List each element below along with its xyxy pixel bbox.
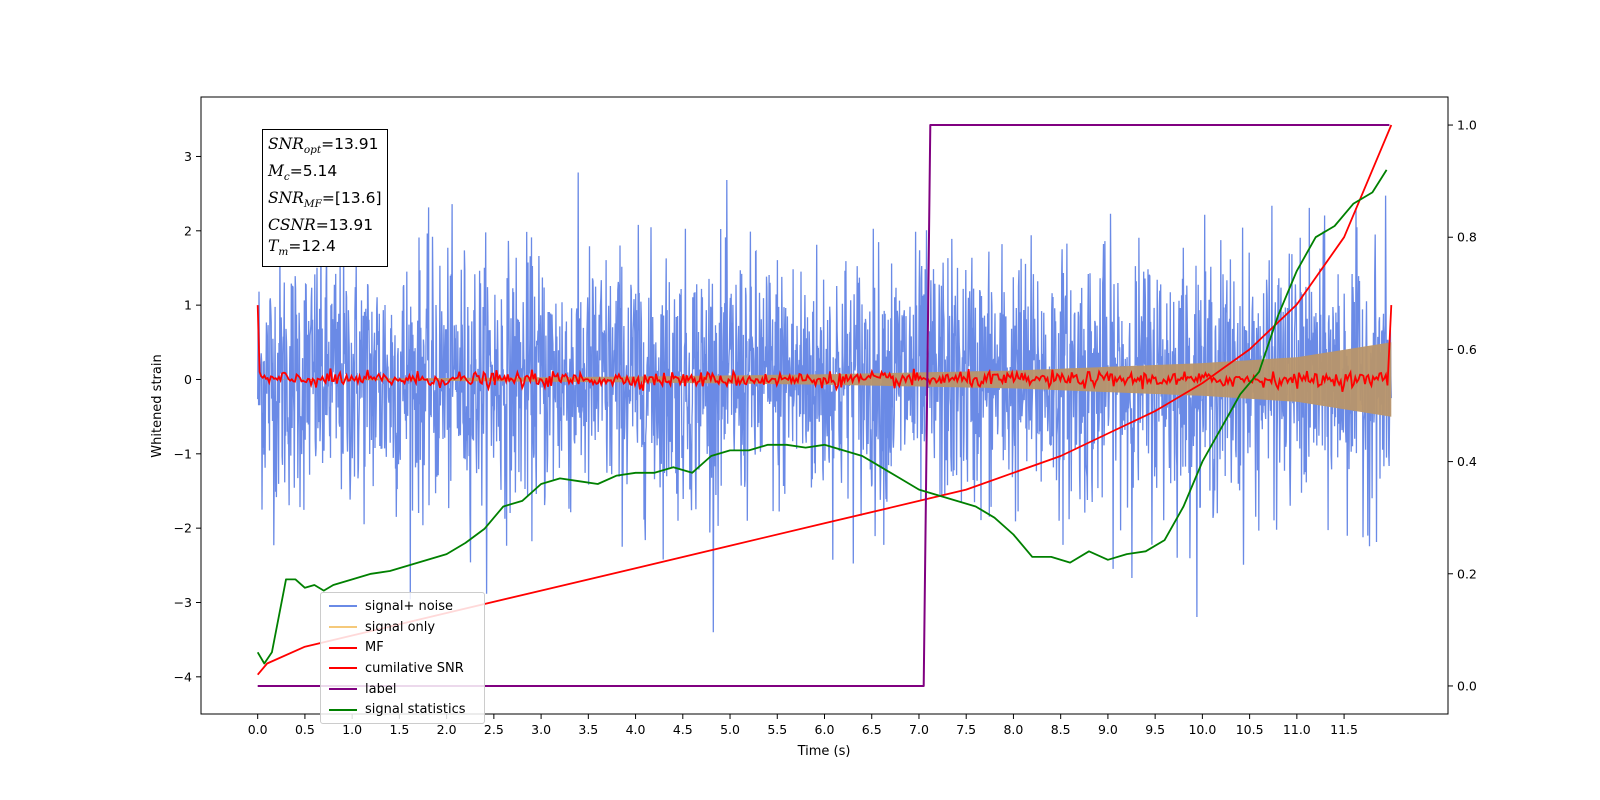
x-tick-label: 9.5 — [1145, 722, 1165, 737]
legend-swatch — [329, 667, 357, 670]
annotation-box: SNRopt=13.91 Mc=5.14 SNRMF=[13.6] CSNR=1… — [262, 129, 388, 268]
y-left-tick-label: 2 — [184, 223, 192, 238]
series-signal-noise — [257, 172, 1392, 633]
x-tick-label: 11.0 — [1283, 722, 1311, 737]
x-tick-label: 3.0 — [531, 722, 551, 737]
x-tick-label: 11.5 — [1330, 722, 1358, 737]
legend-item-signal-only: signal only — [325, 617, 480, 638]
x-tick-label: 10.5 — [1236, 722, 1264, 737]
x-tick-label: 5.0 — [720, 722, 740, 737]
y-right-tick-label: 0.0 — [1457, 678, 1477, 693]
legend-label: signal+ noise — [365, 598, 454, 614]
legend-label: MF — [365, 640, 384, 656]
annotation-csnr: CSNR=13.91 — [268, 216, 374, 235]
x-tick-label: 1.0 — [342, 722, 362, 737]
y-left-tick-label: 0 — [184, 372, 192, 387]
legend-label: signal statistics — [365, 702, 466, 718]
y-right-tick-label: 0.4 — [1457, 454, 1477, 469]
series-signal-statistics — [256, 169, 1388, 665]
legend-item-label: label — [325, 679, 480, 700]
x-tick-label: 6.0 — [815, 722, 835, 737]
legend-item-cumulative-snr: cumilative SNR — [325, 658, 480, 679]
legend-label: label — [365, 681, 397, 697]
y-right-tick-label: 0.2 — [1457, 566, 1477, 581]
series-mf — [256, 305, 1393, 393]
legend-item-mf: MF — [325, 637, 480, 658]
y-left-tick-label: 3 — [184, 149, 192, 164]
x-tick-label: 0.0 — [248, 722, 268, 737]
x-tick-label: 0.5 — [295, 722, 315, 737]
legend-swatch — [329, 605, 357, 608]
legend-swatch — [329, 646, 357, 649]
x-tick-label: 4.0 — [626, 722, 646, 737]
series-signal-only — [257, 342, 1392, 417]
y-left-tick-label: −4 — [174, 669, 192, 684]
y-axis-label: Whitened strain — [150, 354, 165, 457]
annotation-mc: Mc=5.14 — [268, 162, 338, 184]
annotation-snr-mf: SNRMF=[13.6] — [268, 189, 382, 211]
y-left-tick-label: −2 — [174, 521, 192, 536]
x-tick-label: 1.5 — [389, 722, 409, 737]
y-left-tick-label: 1 — [184, 298, 192, 313]
annotation-snr-opt: SNRopt=13.91 — [268, 135, 379, 157]
y-right-tick-label: 0.8 — [1457, 230, 1477, 245]
y-right-tick-label: 0.6 — [1457, 342, 1477, 357]
x-tick-label: 8.0 — [1003, 722, 1023, 737]
x-tick-label: 9.0 — [1098, 722, 1118, 737]
legend-swatch — [329, 708, 357, 711]
x-tick-label: 10.0 — [1188, 722, 1216, 737]
x-tick-label: 7.5 — [956, 722, 976, 737]
x-tick-label: 2.0 — [437, 722, 457, 737]
legend-swatch — [329, 626, 357, 629]
y-left-tick-label: −1 — [174, 446, 192, 461]
y-right-tick-label: 1.0 — [1457, 118, 1477, 133]
series-label — [257, 124, 1390, 687]
x-tick-label: 7.0 — [909, 722, 929, 737]
legend-swatch — [329, 688, 357, 691]
y-left-axis-ticks: 3 2 1 0 −1 −2 −3 −4 — [174, 149, 201, 684]
legend-label: cumilative SNR — [365, 660, 464, 676]
x-tick-label: 2.5 — [484, 722, 504, 737]
y-left-tick-label: −3 — [174, 595, 192, 610]
legend-label: signal only — [365, 619, 436, 635]
x-tick-label: 4.5 — [673, 722, 693, 737]
x-axis-label: Time (s) — [797, 744, 851, 759]
y-right-axis-ticks: 1.0 0.8 0.6 0.4 0.2 0.0 — [1448, 118, 1477, 693]
annotation-tm: Tm=12.4 — [268, 237, 336, 259]
legend-item-signal-statistics: signal statistics — [325, 699, 480, 720]
x-axis-ticks: 0.0 0.5 1.0 1.5 2.0 2.5 3.0 3.5 4.0 4.5 5.0 5.5 6.0 6… — [248, 714, 1358, 737]
x-tick-label: 6.5 — [862, 722, 882, 737]
legend-item-signal-noise: signal+ noise — [325, 596, 480, 617]
x-tick-label: 5.5 — [767, 722, 787, 737]
x-tick-label: 8.5 — [1051, 722, 1071, 737]
legend: signal+ noise signal only MF cumilative … — [320, 592, 485, 725]
x-tick-label: 3.5 — [578, 722, 598, 737]
